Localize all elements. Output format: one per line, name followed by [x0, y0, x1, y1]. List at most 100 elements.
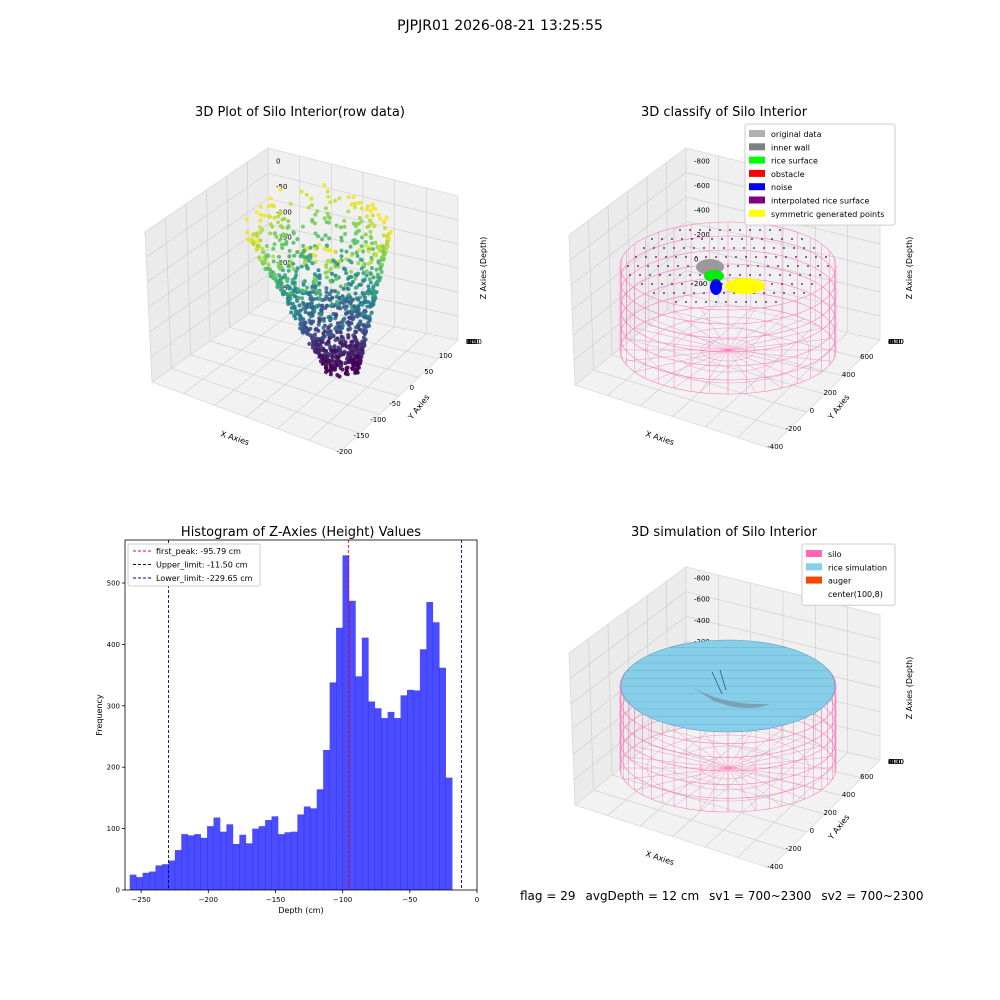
- raw-point: [356, 261, 361, 266]
- raw-point: [299, 189, 304, 194]
- sim-z-tick: -600: [694, 596, 710, 604]
- cls-interpolated-point: [673, 292, 675, 294]
- cls-z-tick: -200: [694, 231, 710, 239]
- raw-point-cloud: [244, 183, 393, 379]
- raw-point: [346, 195, 351, 200]
- cls-interpolated-point: [815, 256, 817, 258]
- raw-point: [346, 276, 351, 281]
- sim-gridline: [685, 591, 881, 640]
- raw-point: [284, 277, 289, 282]
- raw-point: [351, 195, 356, 200]
- histogram-bar: [336, 627, 343, 890]
- histogram-bar: [155, 865, 163, 890]
- raw-point: [268, 271, 273, 276]
- raw-point: [305, 303, 310, 307]
- raw-point: [266, 262, 271, 267]
- histogram-bar: [355, 676, 363, 890]
- raw-point: [285, 226, 290, 230]
- raw-point: [358, 257, 363, 262]
- raw-point: [293, 275, 298, 280]
- avg-depth-readout: avgDepth = 12 cm: [585, 889, 700, 903]
- raw-point: [304, 325, 309, 330]
- cls-legend-frame: [744, 123, 896, 226]
- raw-point: [355, 254, 360, 258]
- raw-point: [352, 304, 357, 309]
- raw-point: [272, 231, 277, 236]
- raw-point: [372, 224, 377, 229]
- cls-interpolated-point: [767, 265, 769, 267]
- sim-x-label: X Axies: [644, 849, 675, 867]
- raw-point: [324, 290, 329, 295]
- raw-z-tick: -100: [276, 208, 292, 216]
- histogram-bar: [426, 602, 434, 890]
- raw-point: [314, 339, 319, 344]
- cls-interpolated-point: [647, 265, 649, 267]
- raw-point: [344, 257, 349, 262]
- cls-interpolated-surface: [627, 229, 829, 303]
- histogram-bar: [213, 817, 221, 890]
- raw-point: [313, 332, 317, 337]
- raw-point: [357, 216, 362, 220]
- raw-point: [295, 298, 299, 303]
- raw-point: [260, 259, 265, 264]
- raw-point: [344, 311, 348, 316]
- raw-point: [335, 275, 340, 280]
- panel-raw-title: 3D Plot of Silo Interior(row data): [195, 105, 405, 120]
- raw-point: [286, 264, 291, 269]
- raw-point: [291, 240, 296, 245]
- raw-point: [355, 370, 360, 375]
- raw-point: [330, 302, 334, 307]
- raw-point: [333, 289, 337, 294]
- raw-point: [350, 307, 355, 312]
- cls-interpolated-point: [677, 265, 679, 267]
- raw-point: [293, 286, 298, 291]
- raw-point: [314, 347, 319, 351]
- raw-point: [294, 269, 299, 274]
- cls-interpolated-point: [659, 274, 661, 276]
- cls-y-tick: 200: [888, 338, 901, 346]
- raw-point: [320, 303, 325, 308]
- cls-legend-label: obstacle: [771, 170, 805, 179]
- cls-interpolated-point: [725, 256, 727, 258]
- raw-x-label: X Axies: [219, 429, 250, 447]
- sim-legend-label: auger: [828, 577, 852, 586]
- cls-interpolated-point: [673, 247, 675, 249]
- cls-interpolated-point: [757, 265, 759, 267]
- raw-point: [325, 259, 330, 264]
- raw-point: [347, 315, 352, 320]
- raw-point: [316, 243, 321, 247]
- raw-point: [354, 330, 358, 334]
- raw-point: [289, 310, 294, 315]
- raw-point: [271, 254, 276, 259]
- cls-interpolated-point: [667, 265, 669, 267]
- histogram-bar: [348, 600, 356, 890]
- raw-point: [311, 319, 316, 324]
- raw-point: [291, 261, 296, 266]
- raw-point: [322, 355, 327, 360]
- cls-interpolated-point: [791, 238, 793, 240]
- raw-point: [381, 254, 385, 259]
- raw-point: [353, 224, 358, 229]
- histogram-x-tick: −100: [333, 896, 352, 904]
- histogram-bar: [174, 850, 182, 890]
- raw-point: [343, 307, 348, 312]
- cls-interpolated-point: [793, 247, 795, 249]
- raw-point: [363, 232, 368, 237]
- cls-interpolated-point: [765, 256, 767, 258]
- cls-interpolated-point: [749, 229, 751, 231]
- cls-interpolated-point: [685, 301, 687, 303]
- cls-interpolated-point: [727, 265, 729, 267]
- cls-interpolated-point: [693, 247, 695, 249]
- cls-interpolated-point: [711, 238, 713, 240]
- cls-z-tick: 200: [694, 280, 707, 288]
- raw-point: [372, 290, 377, 295]
- raw-point: [313, 260, 318, 265]
- raw-y-tick: 0: [466, 338, 470, 346]
- raw-point: [345, 286, 350, 291]
- raw-point: [362, 331, 367, 336]
- raw-point: [301, 330, 306, 334]
- raw-z-tick: -50: [276, 183, 287, 191]
- cls-interpolated-point: [795, 256, 797, 258]
- cls-legend-swatch: [749, 169, 765, 177]
- cls-interpolated-point: [737, 265, 739, 267]
